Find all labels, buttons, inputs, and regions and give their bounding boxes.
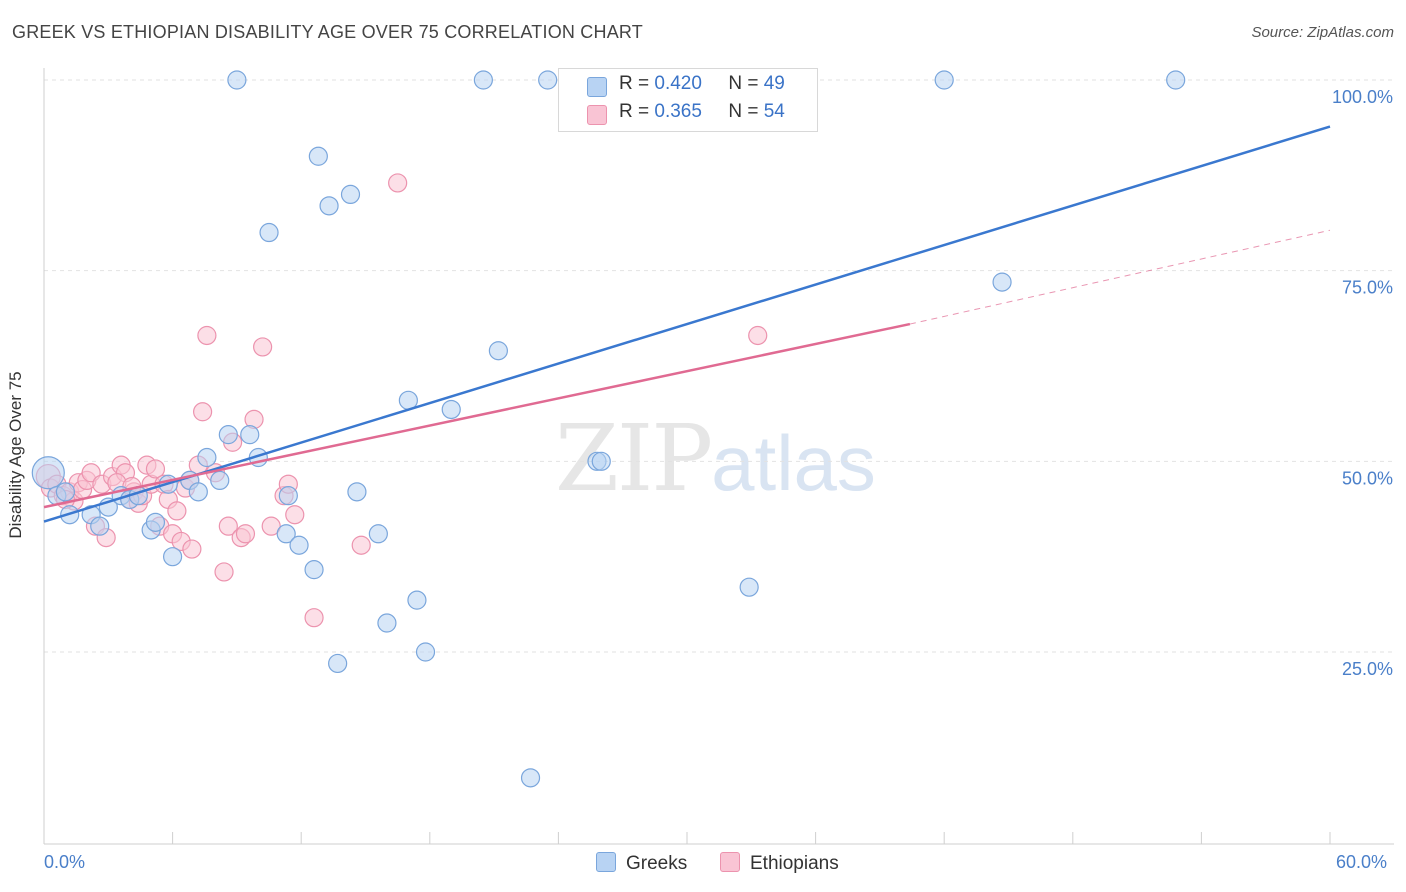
greeks-point — [347, 482, 367, 502]
greeks-point — [538, 70, 558, 90]
greeks-point — [90, 516, 110, 536]
greeks-point — [377, 613, 397, 633]
ethiopians-point — [285, 505, 305, 525]
y-tick-label: 100.0% — [1332, 87, 1393, 107]
greeks-point — [188, 482, 208, 502]
legend-item-greeks[interactable]: Greeks — [596, 852, 687, 875]
ethiopians-point — [197, 325, 217, 346]
ethiopians-point — [193, 402, 213, 422]
ethiopians-point — [388, 173, 408, 193]
greeks-trend-line — [43, 125, 1331, 523]
legend-greeks-swatch — [596, 852, 616, 872]
greeks-point — [240, 425, 260, 445]
ethiopians-r-value: 0.365 — [654, 101, 702, 122]
greeks-point — [259, 222, 279, 243]
greeks-point — [210, 470, 230, 490]
ethiopians-swatch — [587, 105, 607, 125]
greeks-point — [308, 146, 328, 166]
greeks-point — [488, 341, 508, 361]
legend-ethiopians-swatch — [720, 852, 740, 872]
ethiopians-point — [167, 501, 187, 521]
greeks-r-label: R = — [619, 73, 650, 94]
ethiopians-point — [253, 337, 273, 357]
ethiopians-point — [218, 516, 238, 536]
ethiopians-point — [351, 535, 371, 555]
greeks-point — [368, 524, 388, 544]
ethiopians-point — [261, 516, 281, 536]
greeks-point — [407, 590, 427, 610]
greeks-point — [163, 547, 183, 567]
greeks-point — [31, 456, 65, 490]
legend-greeks-label: Greeks — [626, 853, 688, 874]
greeks-stats: R = 0.420 N = 49 — [619, 73, 785, 95]
ethiopians-point — [182, 539, 202, 559]
x-tick-max: 60.0% — [1336, 852, 1388, 872]
greeks-point — [441, 399, 461, 420]
greeks-point — [218, 425, 238, 445]
ethiopians-point — [145, 459, 166, 479]
y-tick-label: 75.0% — [1342, 278, 1393, 298]
ethiopians-point — [214, 562, 234, 582]
greeks-point — [319, 196, 339, 216]
ethiopians-n-label: N = — [728, 101, 759, 122]
greeks-point — [145, 512, 166, 532]
stats-legend: R = 0.420 N = 49 R = 0.365 N = 54 — [558, 68, 818, 132]
greeks-point — [289, 535, 309, 555]
axes — [43, 68, 1394, 845]
greeks-point — [55, 482, 76, 502]
ethiopians-point — [304, 608, 324, 628]
greeks-point — [276, 524, 296, 544]
greeks-point — [591, 451, 611, 471]
ethiopians-point — [748, 325, 768, 346]
greeks-point — [340, 184, 361, 204]
greeks-n-value: 49 — [763, 73, 785, 94]
greeks-point — [227, 70, 247, 90]
greeks-point — [304, 560, 324, 580]
watermark-zip: ZIP — [555, 405, 713, 512]
y-tick-labels: 25.0% 50.0% 75.0% 100.0% — [1332, 87, 1393, 679]
greeks-swatch — [587, 77, 607, 97]
ethiopians-stats: R = 0.365 N = 54 — [619, 101, 785, 123]
greeks-r-value: 0.420 — [654, 73, 702, 94]
watermark-atlas: atlas — [711, 419, 876, 507]
source-label: Source: ZipAtlas.com — [1251, 24, 1394, 41]
greeks-point — [197, 447, 217, 468]
y-tick-label: 50.0% — [1342, 468, 1393, 488]
y-axis-label: Disability Age Over 75 — [6, 371, 25, 539]
ethiopians-r-label: R = — [619, 101, 650, 122]
greeks-point — [328, 653, 348, 674]
ethiopians-n-value: 54 — [763, 101, 785, 122]
greeks-point — [934, 70, 954, 90]
legend-ethiopians-label: Ethiopians — [750, 853, 839, 874]
ethiopians-trend-extension — [909, 229, 1331, 325]
y-tick-label: 25.0% — [1342, 659, 1393, 679]
greeks-point — [473, 70, 493, 90]
greeks-points — [31, 70, 1186, 788]
grid — [44, 79, 1394, 653]
greeks-point — [739, 577, 759, 597]
chart-title: GREEK VS ETHIOPIAN DISABILITY AGE OVER 7… — [12, 22, 643, 42]
ethiopians-trend-line — [43, 322, 911, 509]
series-legend: Greeks Ethiopians — [0, 852, 1406, 878]
watermark: ZIPatlas — [555, 405, 876, 512]
greeks-point — [1166, 70, 1186, 90]
greeks-point — [992, 272, 1012, 292]
x-tick-min: 0.0% — [44, 852, 86, 872]
greeks-point — [415, 642, 436, 662]
legend-item-ethiopians[interactable]: Ethiopians — [720, 852, 839, 875]
greeks-n-label: N = — [728, 73, 759, 94]
ethiopians-point — [235, 524, 256, 544]
greeks-point — [520, 768, 541, 788]
greeks-point — [278, 486, 298, 506]
trend-lines — [43, 125, 1331, 523]
